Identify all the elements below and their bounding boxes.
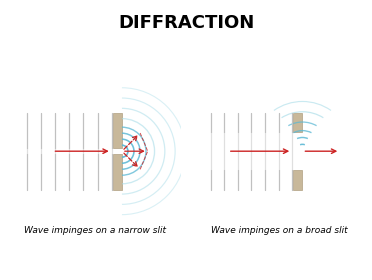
FancyBboxPatch shape [293, 170, 302, 190]
Text: Wave impinges on a broad slit: Wave impinges on a broad slit [211, 226, 347, 235]
FancyBboxPatch shape [113, 113, 122, 148]
FancyBboxPatch shape [293, 113, 302, 132]
Text: DIFFRACTION: DIFFRACTION [118, 14, 254, 32]
Text: Wave impinges on a narrow slit: Wave impinges on a narrow slit [25, 226, 166, 235]
FancyBboxPatch shape [113, 154, 122, 190]
